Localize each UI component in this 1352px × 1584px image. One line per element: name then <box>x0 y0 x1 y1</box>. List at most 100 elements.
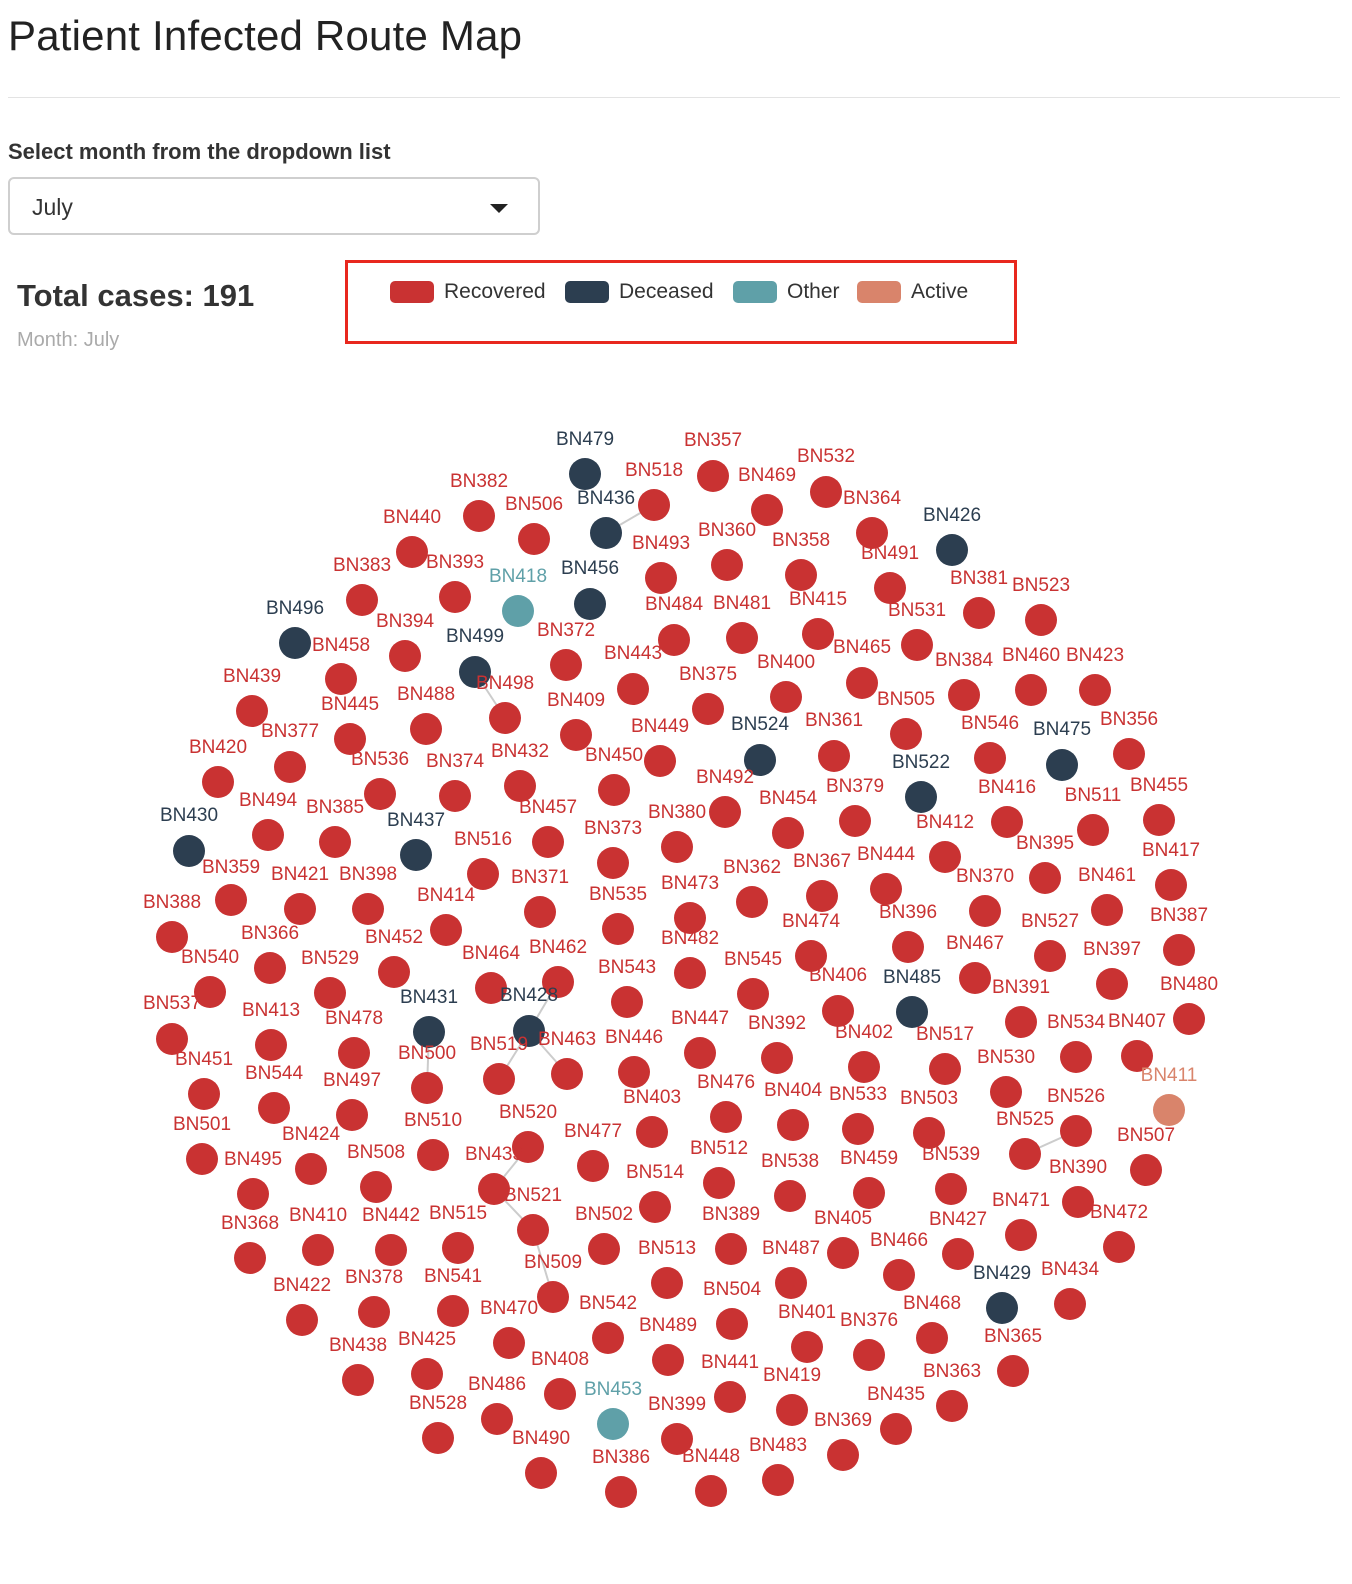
patient-node-bn468[interactable] <box>916 1322 948 1354</box>
patient-node-bn509[interactable] <box>537 1281 569 1313</box>
patient-node-bn486[interactable] <box>481 1403 513 1435</box>
patient-node-bn516[interactable] <box>467 858 499 890</box>
patient-node-bn458[interactable] <box>325 663 357 695</box>
patient-node-bn456[interactable] <box>574 588 606 620</box>
patient-node-bn454[interactable] <box>772 817 804 849</box>
patient-node-bn526[interactable] <box>1060 1115 1092 1147</box>
patient-node-bn382[interactable] <box>463 500 495 532</box>
patient-node-bn466[interactable] <box>883 1259 915 1291</box>
patient-node-bn510[interactable] <box>417 1139 449 1171</box>
patient-node-bn491[interactable] <box>874 572 906 604</box>
patient-node-bn406[interactable] <box>822 995 854 1027</box>
patient-node-bn525[interactable] <box>1009 1138 1041 1170</box>
patient-node-bn447[interactable] <box>684 1037 716 1069</box>
patient-node-bn373[interactable] <box>597 847 629 879</box>
patient-node-bn475[interactable] <box>1046 749 1078 781</box>
patient-node-bn358[interactable] <box>785 559 817 591</box>
patient-node-bn443[interactable] <box>617 673 649 705</box>
patient-node-bn359[interactable] <box>215 884 247 916</box>
patient-node-bn405[interactable] <box>827 1237 859 1269</box>
patient-node-bn450[interactable] <box>598 774 630 806</box>
patient-node-bn444[interactable] <box>870 873 902 905</box>
patient-node-bn452[interactable] <box>378 956 410 988</box>
patient-node-bn387[interactable] <box>1163 934 1195 966</box>
patient-node-bn360[interactable] <box>711 549 743 581</box>
patient-node-bn538[interactable] <box>774 1180 806 1212</box>
patient-node-bn424[interactable] <box>295 1153 327 1185</box>
patient-node-bn507[interactable] <box>1130 1154 1162 1186</box>
patient-node-bn419[interactable] <box>776 1394 808 1426</box>
patient-node-bn522[interactable] <box>905 781 937 813</box>
patient-node-bn473[interactable] <box>674 902 706 934</box>
patient-node-bn531[interactable] <box>901 629 933 661</box>
patient-node-bn451[interactable] <box>188 1078 220 1110</box>
patient-node-bn428[interactable] <box>513 1015 545 1047</box>
patient-node-bn537[interactable] <box>156 1023 188 1055</box>
patient-node-bn398[interactable] <box>352 893 384 925</box>
patient-node-bn461[interactable] <box>1091 894 1123 926</box>
patient-node-bn432[interactable] <box>504 770 536 802</box>
patient-node-bn501[interactable] <box>186 1143 218 1175</box>
patient-node-bn440[interactable] <box>396 536 428 568</box>
patient-node-bn366[interactable] <box>254 952 286 984</box>
patient-node-bn546[interactable] <box>974 742 1006 774</box>
patient-node-bn370[interactable] <box>969 895 1001 927</box>
patient-node-bn411[interactable] <box>1153 1094 1185 1126</box>
patient-node-bn485[interactable] <box>896 996 928 1028</box>
patient-node-bn515[interactable] <box>442 1232 474 1264</box>
patient-node-bn545[interactable] <box>737 978 769 1010</box>
patient-node-bn414[interactable] <box>430 914 462 946</box>
patient-node-bn505[interactable] <box>890 718 922 750</box>
patient-node-bn418[interactable] <box>502 595 534 627</box>
patient-node-bn442[interactable] <box>375 1234 407 1266</box>
patient-node-bn533[interactable] <box>842 1113 874 1145</box>
patient-node-bn367[interactable] <box>806 880 838 912</box>
patient-node-bn438[interactable] <box>342 1364 374 1396</box>
patient-node-bn496[interactable] <box>279 627 311 659</box>
patient-node-bn512[interactable] <box>703 1167 735 1199</box>
patient-node-bn463[interactable] <box>551 1058 583 1090</box>
patient-node-bn484[interactable] <box>658 624 690 656</box>
patient-node-bn492[interactable] <box>709 796 741 828</box>
patient-node-bn365[interactable] <box>997 1355 1029 1387</box>
patient-node-bn393[interactable] <box>439 581 471 613</box>
patient-node-bn459[interactable] <box>853 1177 885 1209</box>
chevron-down-icon[interactable] <box>490 204 508 213</box>
patient-node-bn394[interactable] <box>389 640 421 672</box>
patient-node-bn503[interactable] <box>913 1117 945 1149</box>
patient-node-bn420[interactable] <box>202 766 234 798</box>
patient-node-bn412[interactable] <box>929 841 961 873</box>
patient-node-bn460[interactable] <box>1015 674 1047 706</box>
patient-node-bn446[interactable] <box>618 1056 650 1088</box>
patient-node-bn403[interactable] <box>636 1116 668 1148</box>
patient-node-bn413[interactable] <box>255 1029 287 1061</box>
patient-node-bn464[interactable] <box>475 972 507 1004</box>
patient-node-bn513[interactable] <box>651 1267 683 1299</box>
patient-node-bn409[interactable] <box>560 719 592 751</box>
patient-node-bn371[interactable] <box>524 896 556 928</box>
patient-node-bn462[interactable] <box>542 966 574 998</box>
patient-node-bn388[interactable] <box>156 921 188 953</box>
patient-node-bn481[interactable] <box>726 622 758 654</box>
patient-node-bn477[interactable] <box>577 1150 609 1182</box>
patient-node-bn518[interactable] <box>638 489 670 521</box>
patient-node-bn493[interactable] <box>645 562 677 594</box>
patient-node-bn372[interactable] <box>550 649 582 681</box>
patient-node-bn504[interactable] <box>716 1308 748 1340</box>
patient-node-bn514[interactable] <box>639 1191 671 1223</box>
patient-node-bn377[interactable] <box>274 751 306 783</box>
patient-node-bn502[interactable] <box>588 1233 620 1265</box>
patient-node-bn425[interactable] <box>411 1358 443 1390</box>
patient-node-bn396[interactable] <box>892 931 924 963</box>
patient-node-bn467[interactable] <box>959 962 991 994</box>
patient-node-bn435[interactable] <box>880 1413 912 1445</box>
patient-node-bn498[interactable] <box>489 702 521 734</box>
patient-node-bn453[interactable] <box>597 1408 629 1440</box>
patient-node-bn383[interactable] <box>346 584 378 616</box>
patient-node-bn410[interactable] <box>302 1234 334 1266</box>
patient-node-bn532[interactable] <box>810 476 842 508</box>
patient-node-bn375[interactable] <box>692 693 724 725</box>
patient-node-bn434[interactable] <box>1054 1288 1086 1320</box>
patient-node-bn384[interactable] <box>948 679 980 711</box>
patient-node-bn431[interactable] <box>413 1016 445 1048</box>
